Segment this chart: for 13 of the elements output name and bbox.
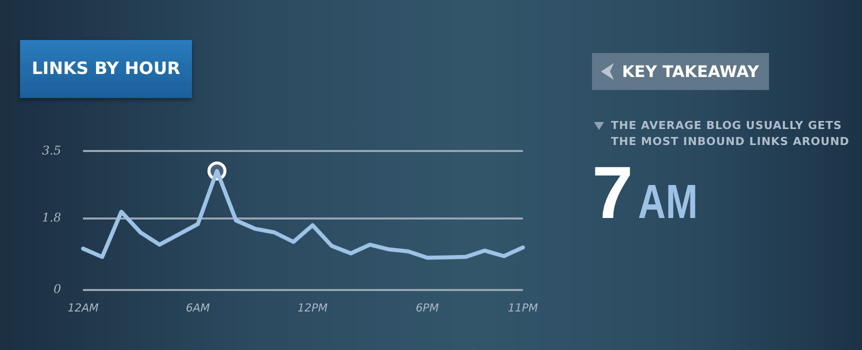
text: KEY TAKEAWAY (622, 61, 759, 83)
text: THE AVERAGE BLOG USUALLY GETS THE MOST INBOUND LINKS AROUND (611, 118, 850, 150)
x-tick-label: 12PM (298, 301, 328, 314)
chart-title: LINKS BY HOUR (20, 40, 192, 98)
y-tick-label: 1.8 (42, 210, 62, 225)
y-tick-label: 3.5 (42, 143, 62, 158)
text: AM (638, 175, 698, 231)
x-tick-label: 11PM (508, 301, 539, 314)
text: 7 (592, 150, 634, 236)
y-tick-label: 0 (53, 282, 62, 296)
x-tick-label: 12AM (68, 301, 100, 314)
x-tick-label: 6AM (186, 301, 210, 314)
x-tick-label: 6PM (416, 301, 440, 314)
